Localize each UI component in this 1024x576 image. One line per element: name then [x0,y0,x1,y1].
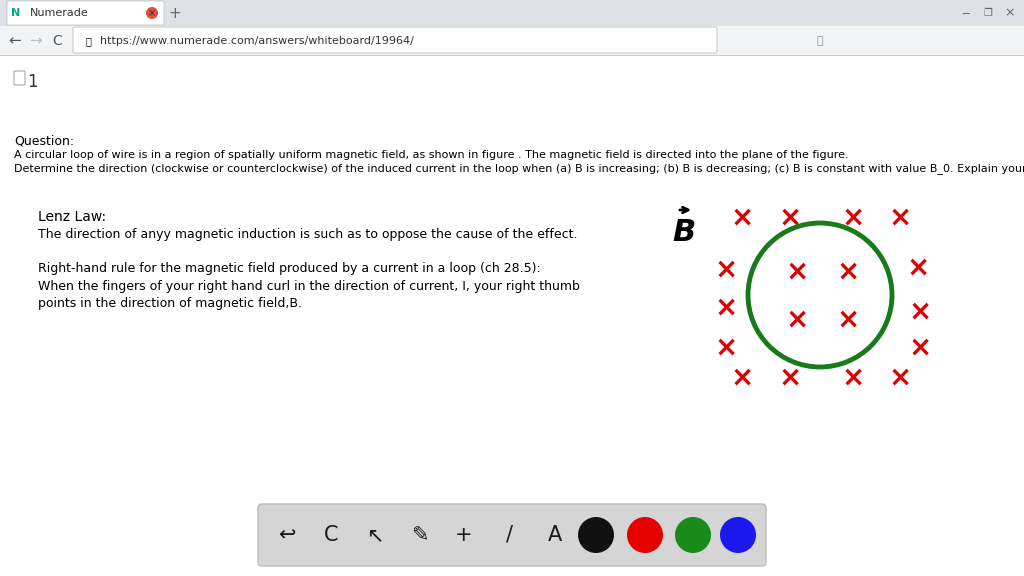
Text: ↩: ↩ [279,525,296,545]
FancyBboxPatch shape [73,27,717,53]
Text: C: C [324,525,338,545]
Text: Determine the direction (clockwise or counterclockwise) of the induced current i: Determine the direction (clockwise or co… [14,163,1024,174]
Text: ×: × [889,364,911,392]
Text: ×: × [715,294,737,322]
Text: Right-hand rule for the magnetic field produced by a current in a loop (ch 28.5): Right-hand rule for the magnetic field p… [38,262,541,275]
Text: ❐: ❐ [984,8,992,18]
Bar [0,55,1024,56]
Text: Lenz Law:: Lenz Law: [38,210,106,224]
Text: ↖: ↖ [367,525,384,545]
Text: ×: × [889,204,911,232]
Text: C: C [52,34,61,48]
Text: ×: × [147,8,156,18]
Text: Question:: Question: [14,135,74,148]
Circle shape [578,517,614,553]
Text: ←: ← [8,33,22,48]
Text: The direction of anyy magnetic induction is such as to oppose the cause of the e: The direction of anyy magnetic induction… [38,228,578,241]
Bar [0,26,1024,56]
Circle shape [146,7,158,19]
Text: ×: × [1005,6,1015,20]
Bar [0,56,1024,520]
Text: /: / [507,525,513,545]
Text: +: + [456,525,473,545]
Text: ×: × [785,306,809,334]
Text: A circular loop of wire is in a region of spatially uniform magnetic field, as s: A circular loop of wire is in a region o… [14,150,849,160]
Text: Numerade: Numerade [30,8,89,18]
Text: +: + [169,6,181,21]
Text: A: A [548,525,562,545]
Text: ×: × [842,364,864,392]
FancyBboxPatch shape [14,71,25,85]
Text: ⭐: ⭐ [817,36,823,46]
Text: ─: ─ [962,8,969,18]
Text: When the fingers of your right hand curl in the direction of current, I, your ri: When the fingers of your right hand curl… [38,280,580,293]
FancyBboxPatch shape [7,1,164,25]
Text: points in the direction of magnetic field,B.: points in the direction of magnetic fiel… [38,297,302,310]
Text: ×: × [837,258,859,286]
Circle shape [627,517,663,553]
Text: ×: × [778,204,802,232]
Text: ×: × [837,306,859,334]
Text: ×: × [785,258,809,286]
Text: ×: × [715,256,737,284]
Bar [0,0,1024,26]
Text: ×: × [730,204,754,232]
Text: ×: × [906,254,930,282]
Text: ×: × [908,298,932,326]
Text: ×: × [842,204,864,232]
Text: 1: 1 [27,73,38,91]
FancyBboxPatch shape [258,504,766,566]
Text: ×: × [778,364,802,392]
Circle shape [720,517,756,553]
Text: ✎: ✎ [412,525,429,545]
Text: N: N [11,8,20,18]
Text: →: → [29,33,41,48]
Text: ×: × [730,364,754,392]
Text: https://www.numerade.com/answers/whiteboard/19964/: https://www.numerade.com/answers/whitebo… [100,36,414,46]
Text: ×: × [908,334,932,362]
Text: B: B [672,218,695,247]
Text: ×: × [715,334,737,362]
Circle shape [675,517,711,553]
Text: 🔒: 🔒 [85,36,91,46]
